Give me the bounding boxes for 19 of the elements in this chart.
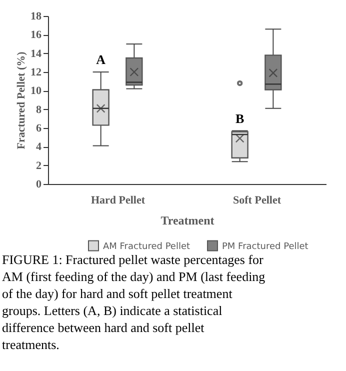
y-tick-label: 18 <box>30 10 42 22</box>
y-tick-label: 4 <box>36 141 42 154</box>
y-tick-label: 14 <box>30 48 42 60</box>
y-tick-label: 8 <box>36 104 42 116</box>
y-tick-label: 12 <box>30 66 42 78</box>
x-tick-label: Soft Pellet <box>233 194 282 206</box>
annotation: B <box>235 110 244 126</box>
caption: FIGURE 1: Fractured pellet waste percentages for AM (first feeding of the day) and PM (last feeding of the day) for hard and soft pellet treatment groups. Letters (A, B) indicate a statistical difference between hard and soft pellet treatments. <box>2 252 266 352</box>
y-tick-label: 16 <box>30 29 42 42</box>
y-tick-label: 6 <box>36 122 42 134</box>
legend-label: AM Fractured Pellet <box>103 242 190 252</box>
annotation: A <box>96 52 106 67</box>
x-axis-title: Treatment <box>160 214 214 228</box>
x-tick-label: Hard Pellet <box>90 194 146 206</box>
y-axis-title: Fractured Pellet (%) <box>16 51 28 150</box>
y-tick-label: 0 <box>36 178 42 190</box>
y-tick-label: 10 <box>30 85 42 98</box>
legend-label: PM Fractured Pellet <box>222 242 309 252</box>
y-tick-label: 2 <box>36 160 42 172</box>
